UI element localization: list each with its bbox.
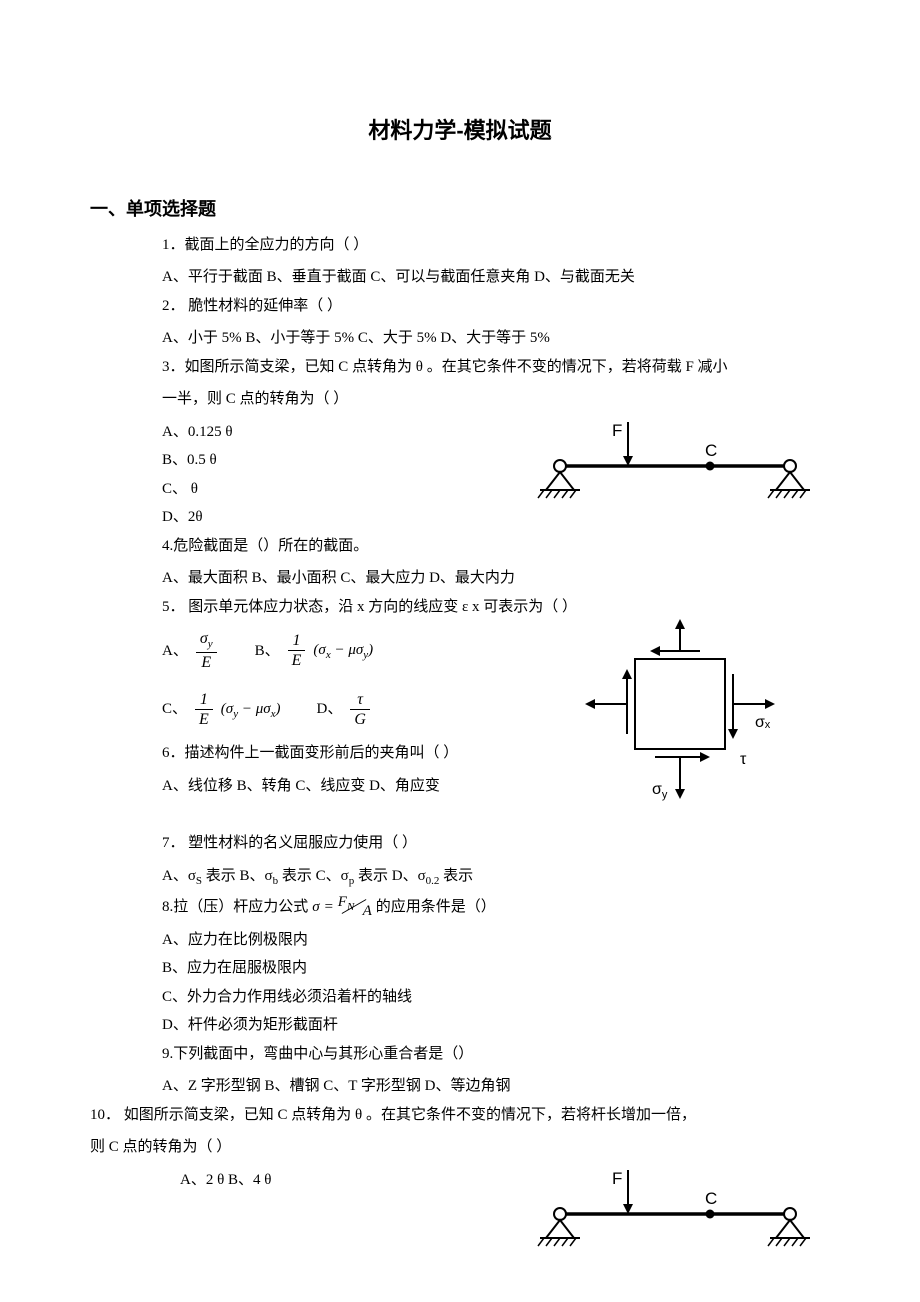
- q3-text-1: 3．如图所示简支梁，已知 C 点转角为 θ 。在其它条件不变的情况下，若将荷载 …: [90, 353, 830, 382]
- beam-figure-2: F C: [530, 1166, 820, 1267]
- beam-figure-1: F C: [530, 418, 820, 519]
- label-tau: τ: [740, 751, 747, 768]
- svg-text:C: C: [705, 1189, 717, 1208]
- q9-opts: A、Z 字形型钢 B、槽钢 C、T 字形型钢 D、等边角钢: [90, 1072, 830, 1101]
- label-sigma-y: σy: [652, 781, 668, 801]
- q10-text-2: 则 C 点的转角为（ ）: [90, 1133, 830, 1162]
- page-title: 材料力学-模拟试题: [90, 110, 830, 152]
- q2-opts: A、小于 5% B、小于等于 5% C、大于 5% D、大于等于 5%: [90, 324, 830, 353]
- q8-opt-d: D、杆件必须为矩形截面杆: [90, 1011, 830, 1040]
- section-1-header: 一、单项选择题: [90, 192, 830, 226]
- q10-text-1: 10． 如图所示简支梁，已知 C 点转角为 θ 。在其它条件不变的情况下，若将杆…: [90, 1101, 830, 1130]
- q3-text-2: 一半，则 C 点的转角为（ ）: [90, 385, 830, 414]
- label-f: F: [612, 421, 622, 440]
- q4-text: 4.危险截面是（）所在的截面。: [90, 532, 830, 561]
- q8-opt-b: B、应力在屈服极限内: [90, 954, 830, 983]
- q8-opt-c: C、外力合力作用线必须沿着杆的轴线: [90, 983, 830, 1012]
- q4-opts: A、最大面积 B、最小面积 C、最大应力 D、最大内力: [90, 564, 830, 593]
- q1-text: 1．截面上的全应力的方向（ ）: [90, 231, 830, 260]
- label-c: C: [705, 441, 717, 460]
- q7-opts: A、σS 表示 B、σb 表示 C、σp 表示 D、σ0.2 表示: [90, 862, 830, 892]
- label-sigma-x: σₓ: [755, 714, 771, 731]
- q2-text: 2． 脆性材料的延伸率（ ）: [90, 292, 830, 321]
- stress-element-figure: σₓ τ σy: [580, 619, 790, 830]
- q7-text: 7． 塑性材料的名义屈服应力使用（ ）: [90, 829, 830, 858]
- svg-text:F: F: [612, 1169, 622, 1188]
- q9-text: 9.下列截面中，弯曲中心与其形心重合者是（）: [90, 1040, 830, 1069]
- q8-text: 8.拉（压）杆应力公式 σ = FN A 的应用条件是（）: [90, 892, 830, 922]
- q1-opts: A、平行于截面 B、垂直于截面 C、可以与截面任意夹角 D、与截面无关: [90, 263, 830, 292]
- q5-text: 5． 图示单元体应力状态，沿 x 方向的线应变 ε x 可表示为（ ）: [90, 593, 830, 622]
- q8-opt-a: A、应力在比例极限内: [90, 926, 830, 955]
